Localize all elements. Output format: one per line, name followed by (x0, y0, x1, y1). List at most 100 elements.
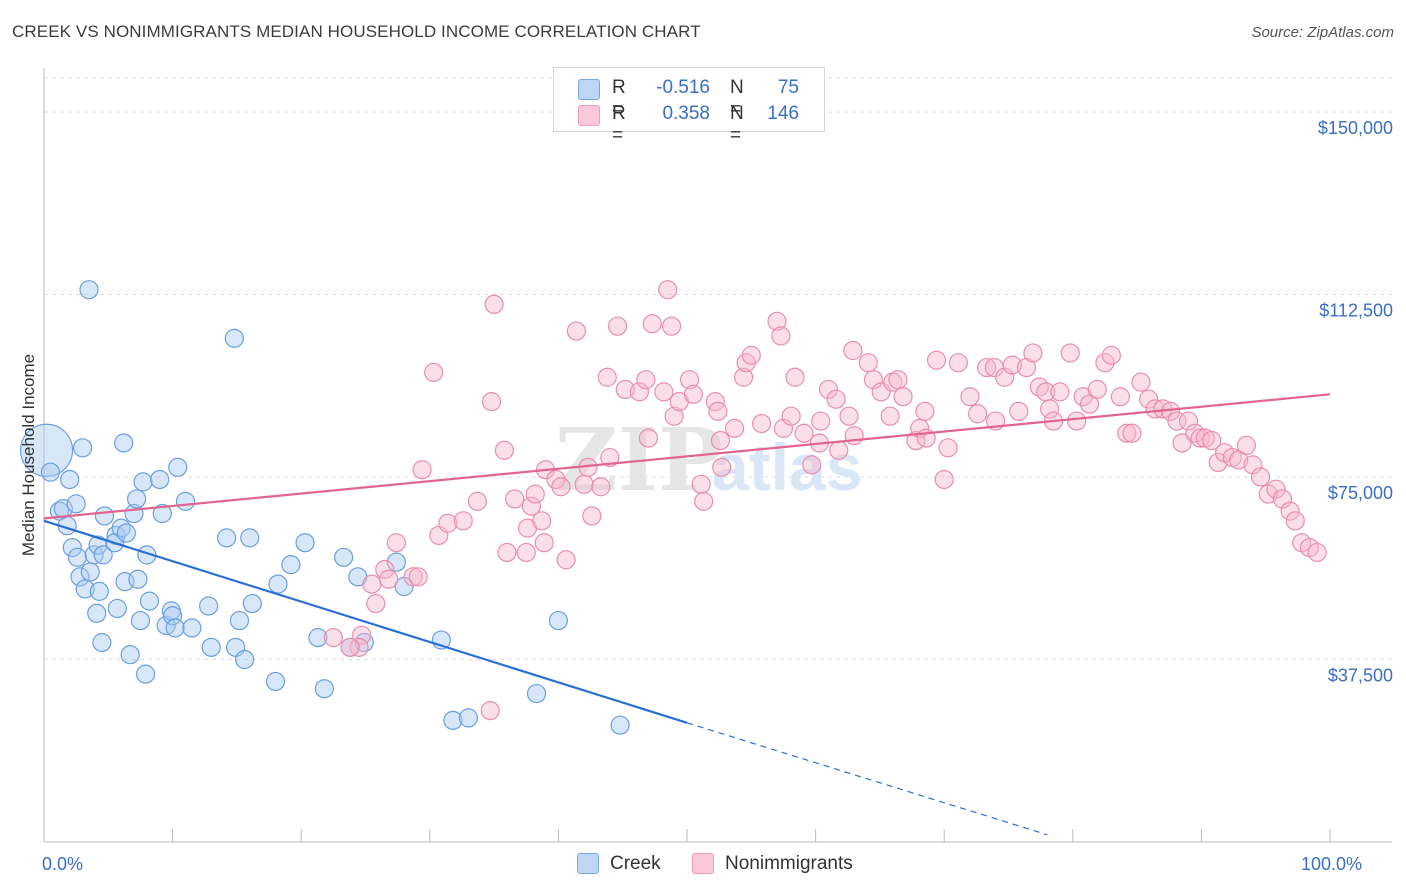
nonimmigrants-point (664, 406, 684, 426)
creek-point (135, 664, 156, 684)
nonimmigrants-point (556, 550, 576, 570)
creek-point (443, 710, 463, 730)
creek-point (150, 469, 170, 490)
nonimmigrants-point (708, 401, 728, 421)
creek-point (107, 598, 127, 619)
creek-point (62, 537, 82, 558)
nonimmigrants-point (1009, 401, 1029, 421)
nonimmigrants-point (733, 367, 754, 387)
nonimmigrants-point (366, 593, 386, 614)
creek-point (199, 596, 219, 616)
nonimmigrants-point (551, 477, 571, 497)
creek-point (120, 645, 140, 665)
bottom-legend-label: Creek (610, 853, 661, 874)
nonimmigrants-point (532, 511, 552, 531)
nonimmigrants-point (494, 440, 514, 460)
nonimmigrants-point (607, 316, 628, 336)
nonimmigrants-point (1208, 452, 1228, 473)
nonimmigrants-point (1272, 489, 1293, 509)
creek-point (67, 547, 88, 567)
creek-point (295, 533, 315, 553)
creek-point (94, 506, 115, 526)
creek-point (182, 618, 202, 638)
creek-point (19, 423, 74, 477)
creek-point (114, 433, 134, 453)
creek-point (224, 328, 244, 348)
creek-point (165, 618, 185, 638)
axis-layer: $37,500 $75,000 $112,500 $150,000 0.0% 100.0% (42, 68, 1393, 874)
creek-point (308, 628, 328, 648)
nonimmigrants-point (938, 438, 958, 458)
nonimmigrants-point (844, 426, 864, 446)
creek-point (80, 562, 100, 582)
nonimmigrants-point (629, 382, 650, 402)
nonimmigrants-point (771, 326, 791, 346)
nonimmigrants-point (638, 428, 659, 448)
bottom-legend-label: Nonimmigrants (725, 853, 853, 874)
creek-point (60, 469, 80, 490)
nonimmigrants-point (1167, 411, 1187, 431)
nonimmigrants-point (843, 340, 863, 361)
creek-point (386, 552, 406, 572)
nonimmigrants-point (323, 628, 343, 648)
creek-swatch (578, 79, 600, 100)
chart-title: CREEK VS NONIMMIGRANTS MEDIAN HOUSEHOLD … (12, 22, 701, 41)
nonimmigrants-point (724, 418, 745, 438)
nonimmigrants-trend-line (43, 393, 1331, 520)
nonimmigrants-point (915, 401, 935, 421)
nonimmigrants-point (566, 321, 587, 341)
nonimmigrants-point (880, 406, 900, 426)
nonimmigrants-point (1023, 343, 1043, 363)
nonimmigrants-points (323, 280, 1327, 721)
nonimmigrants-point (352, 625, 372, 645)
nonimmigrants-point (521, 496, 541, 516)
nonimmigrants-point (600, 447, 620, 468)
creek-point (175, 491, 196, 511)
nonimmigrants-point (995, 367, 1015, 387)
nonimmigrants-point (694, 491, 714, 511)
legend-r-label: R = (612, 103, 626, 146)
nonimmigrants-point (679, 370, 700, 390)
creek-point (72, 438, 93, 458)
legend-n-value: 75 (777, 77, 799, 98)
trend-layer (43, 393, 1331, 836)
legend-r-value: 0.358 (662, 103, 710, 124)
creek-point (116, 523, 136, 543)
y-tick-label: $150,000 (1318, 118, 1393, 138)
nonimmigrants-point (1280, 501, 1300, 521)
nonimmigrants-point (960, 387, 980, 407)
nonimmigrants-point (893, 387, 913, 407)
nonimmigrants-point (977, 357, 997, 378)
nonimmigrants-point (654, 382, 674, 402)
nonimmigrants-point (453, 511, 473, 531)
nonimmigrants-point (574, 474, 594, 494)
nonimmigrants-point (1002, 355, 1022, 375)
nonimmigrants-point (1190, 428, 1210, 448)
nonimmigrants-point (597, 367, 617, 387)
nonimmigrants-point (1060, 343, 1080, 363)
legend-n-label: N = (730, 103, 744, 146)
nonimmigrants-point (1250, 467, 1271, 487)
creek-point (268, 574, 288, 594)
nonimmigrants-point (582, 506, 602, 526)
nonimmigrants-point (794, 423, 814, 443)
creek-point (89, 581, 109, 601)
nonimmigrants-point (1131, 372, 1151, 392)
creek-point (242, 593, 262, 614)
nonimmigrants-point (826, 389, 846, 409)
y-tick-label: $75,000 (1328, 483, 1393, 503)
nonimmigrants-point (712, 457, 732, 477)
nonimmigrants-point (1243, 455, 1263, 475)
nonimmigrants-point (785, 367, 805, 387)
nonimmigrants-point (438, 513, 458, 533)
creek-point (458, 708, 478, 728)
nonimmigrants-point (1122, 423, 1142, 443)
nonimmigrants-point (1307, 542, 1327, 563)
chart-source: Source: ZipAtlas.com (1251, 24, 1394, 41)
stats-legend: R = -0.516 N = 75 R = 0.358 N = 146 (553, 67, 825, 146)
nonimmigrants-point (642, 314, 662, 334)
nonimmigrants-point (1095, 353, 1115, 373)
creek-point (130, 610, 151, 631)
nonimmigrants-point (968, 404, 988, 424)
nonimmigrants-point (1040, 399, 1060, 419)
